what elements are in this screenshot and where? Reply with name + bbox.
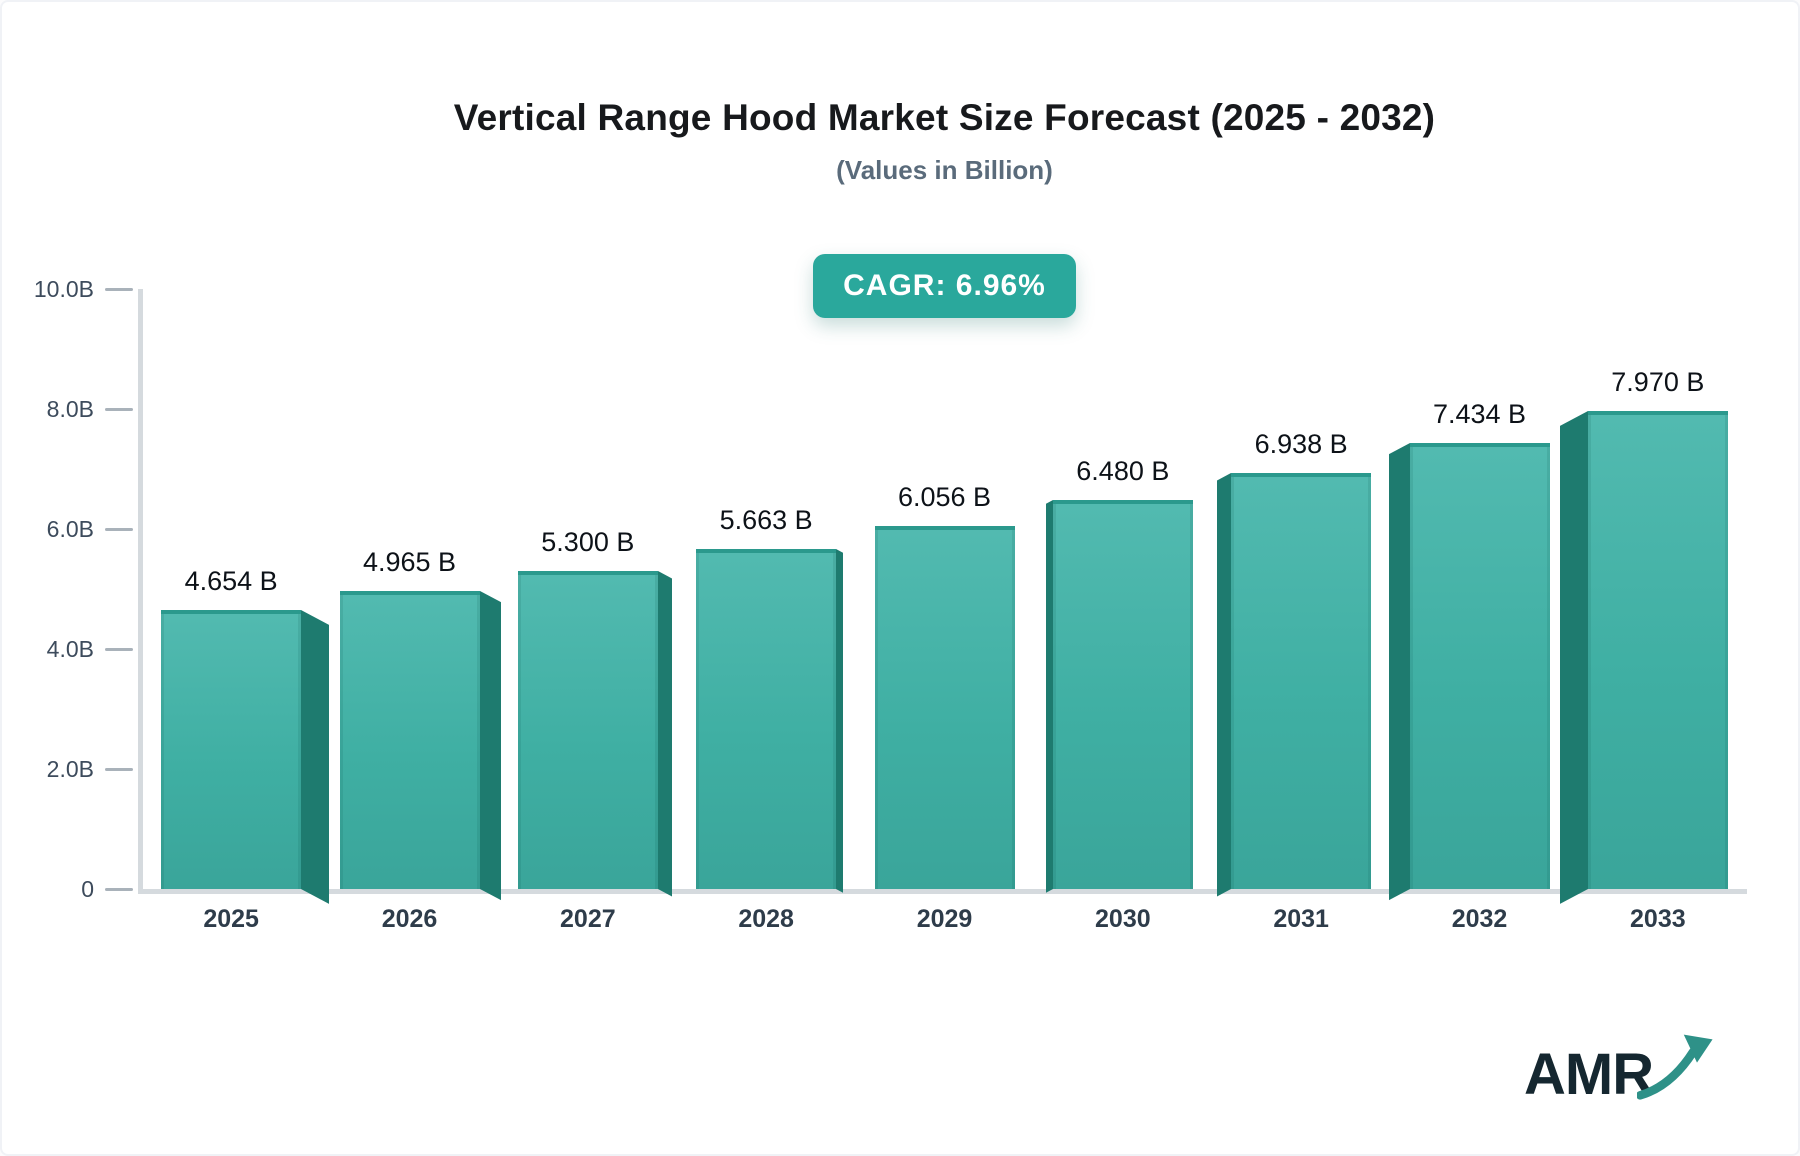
bar-front-face: [1052, 500, 1193, 889]
bar-value-label: 6.938 B: [1254, 429, 1348, 459]
x-tick-label: 2027: [560, 905, 616, 933]
y-tick-label: 0: [81, 876, 94, 902]
x-tick-label: 2026: [381, 905, 438, 933]
x-tick-label: 2025: [203, 905, 259, 933]
bar-side-face: [657, 571, 672, 897]
y-axis-line: [138, 289, 143, 894]
x-tick-label: 2033: [1630, 905, 1686, 933]
bar-2027: [517, 571, 672, 897]
bar-2031: [1217, 473, 1372, 897]
y-tick-label: 4.0B: [46, 636, 94, 662]
bar-value-label: 6.480 B: [1076, 456, 1170, 486]
y-tick-label: 2.0B: [46, 756, 94, 782]
y-tick-mark: [105, 768, 133, 771]
bar-front-face: [339, 591, 480, 889]
bar-2028: [696, 549, 844, 893]
y-tick-mark: [105, 408, 133, 411]
bar-front-face: [517, 571, 658, 889]
y-tick-mark: [105, 648, 133, 651]
cagr-badge-row: CAGR: 6.96%: [142, 254, 1747, 318]
plot-area: [142, 289, 1747, 904]
y-tick-label: 10.0B: [33, 276, 94, 302]
bar-side-face: [1559, 411, 1588, 904]
x-tick-label: 2029: [916, 905, 973, 933]
x-tick-label: 2031: [1273, 905, 1329, 933]
y-tick-mark: [105, 888, 133, 891]
bar-2029: [874, 526, 1015, 889]
bar-front-face: [1587, 411, 1728, 889]
bar-value-label: 7.434 B: [1432, 399, 1527, 429]
bar-value-label: 4.965 B: [362, 547, 457, 577]
bar-2032: [1388, 443, 1550, 901]
bar-2025: [161, 610, 330, 904]
bar-side-face: [301, 610, 330, 904]
bar-front-face: [696, 549, 837, 889]
x-tick-label: 2028: [738, 905, 794, 933]
y-tick-label: 8.0B: [46, 396, 94, 422]
bar-front-face: [1409, 443, 1550, 889]
bar-side-face: [1388, 443, 1410, 901]
y-tick-label: 6.0B: [46, 516, 94, 542]
growth-arrow-icon: [1637, 1034, 1713, 1100]
x-tick-label: 2030: [1095, 905, 1151, 933]
x-tick-label: 2032: [1451, 905, 1508, 933]
bar-side-face: [1045, 500, 1053, 893]
bar-2033: [1559, 411, 1728, 904]
bar-value-label: 6.056 B: [897, 482, 992, 512]
cagr-badge: CAGR: 6.96%: [813, 254, 1076, 318]
bar-value-label: 7.970 B: [1611, 367, 1705, 397]
bar-side-face: [479, 591, 501, 901]
bar-value-label: 5.663 B: [719, 505, 813, 535]
chart-subtitle: (Values in Billion): [836, 155, 1053, 185]
bar-side-face: [836, 549, 844, 893]
bar-front-face: [874, 526, 1015, 889]
bar-value-label: 4.654 B: [184, 566, 278, 596]
amr-logo-text: AMR: [1524, 1041, 1654, 1107]
bar-front-face: [1231, 473, 1372, 889]
bar-value-label: 5.300 B: [541, 527, 635, 557]
y-tick-mark: [105, 288, 133, 291]
bar-2030: [1045, 500, 1193, 893]
amr-logo: AMR: [1524, 1034, 1715, 1114]
bar-side-face: [1217, 473, 1232, 897]
chart-title: Vertical Range Hood Market Size Forecast…: [453, 97, 1436, 138]
y-tick-mark: [105, 528, 133, 531]
bar-front-face: [161, 610, 302, 889]
bar-2026: [339, 591, 501, 901]
x-axis-baseline: [138, 889, 1747, 894]
